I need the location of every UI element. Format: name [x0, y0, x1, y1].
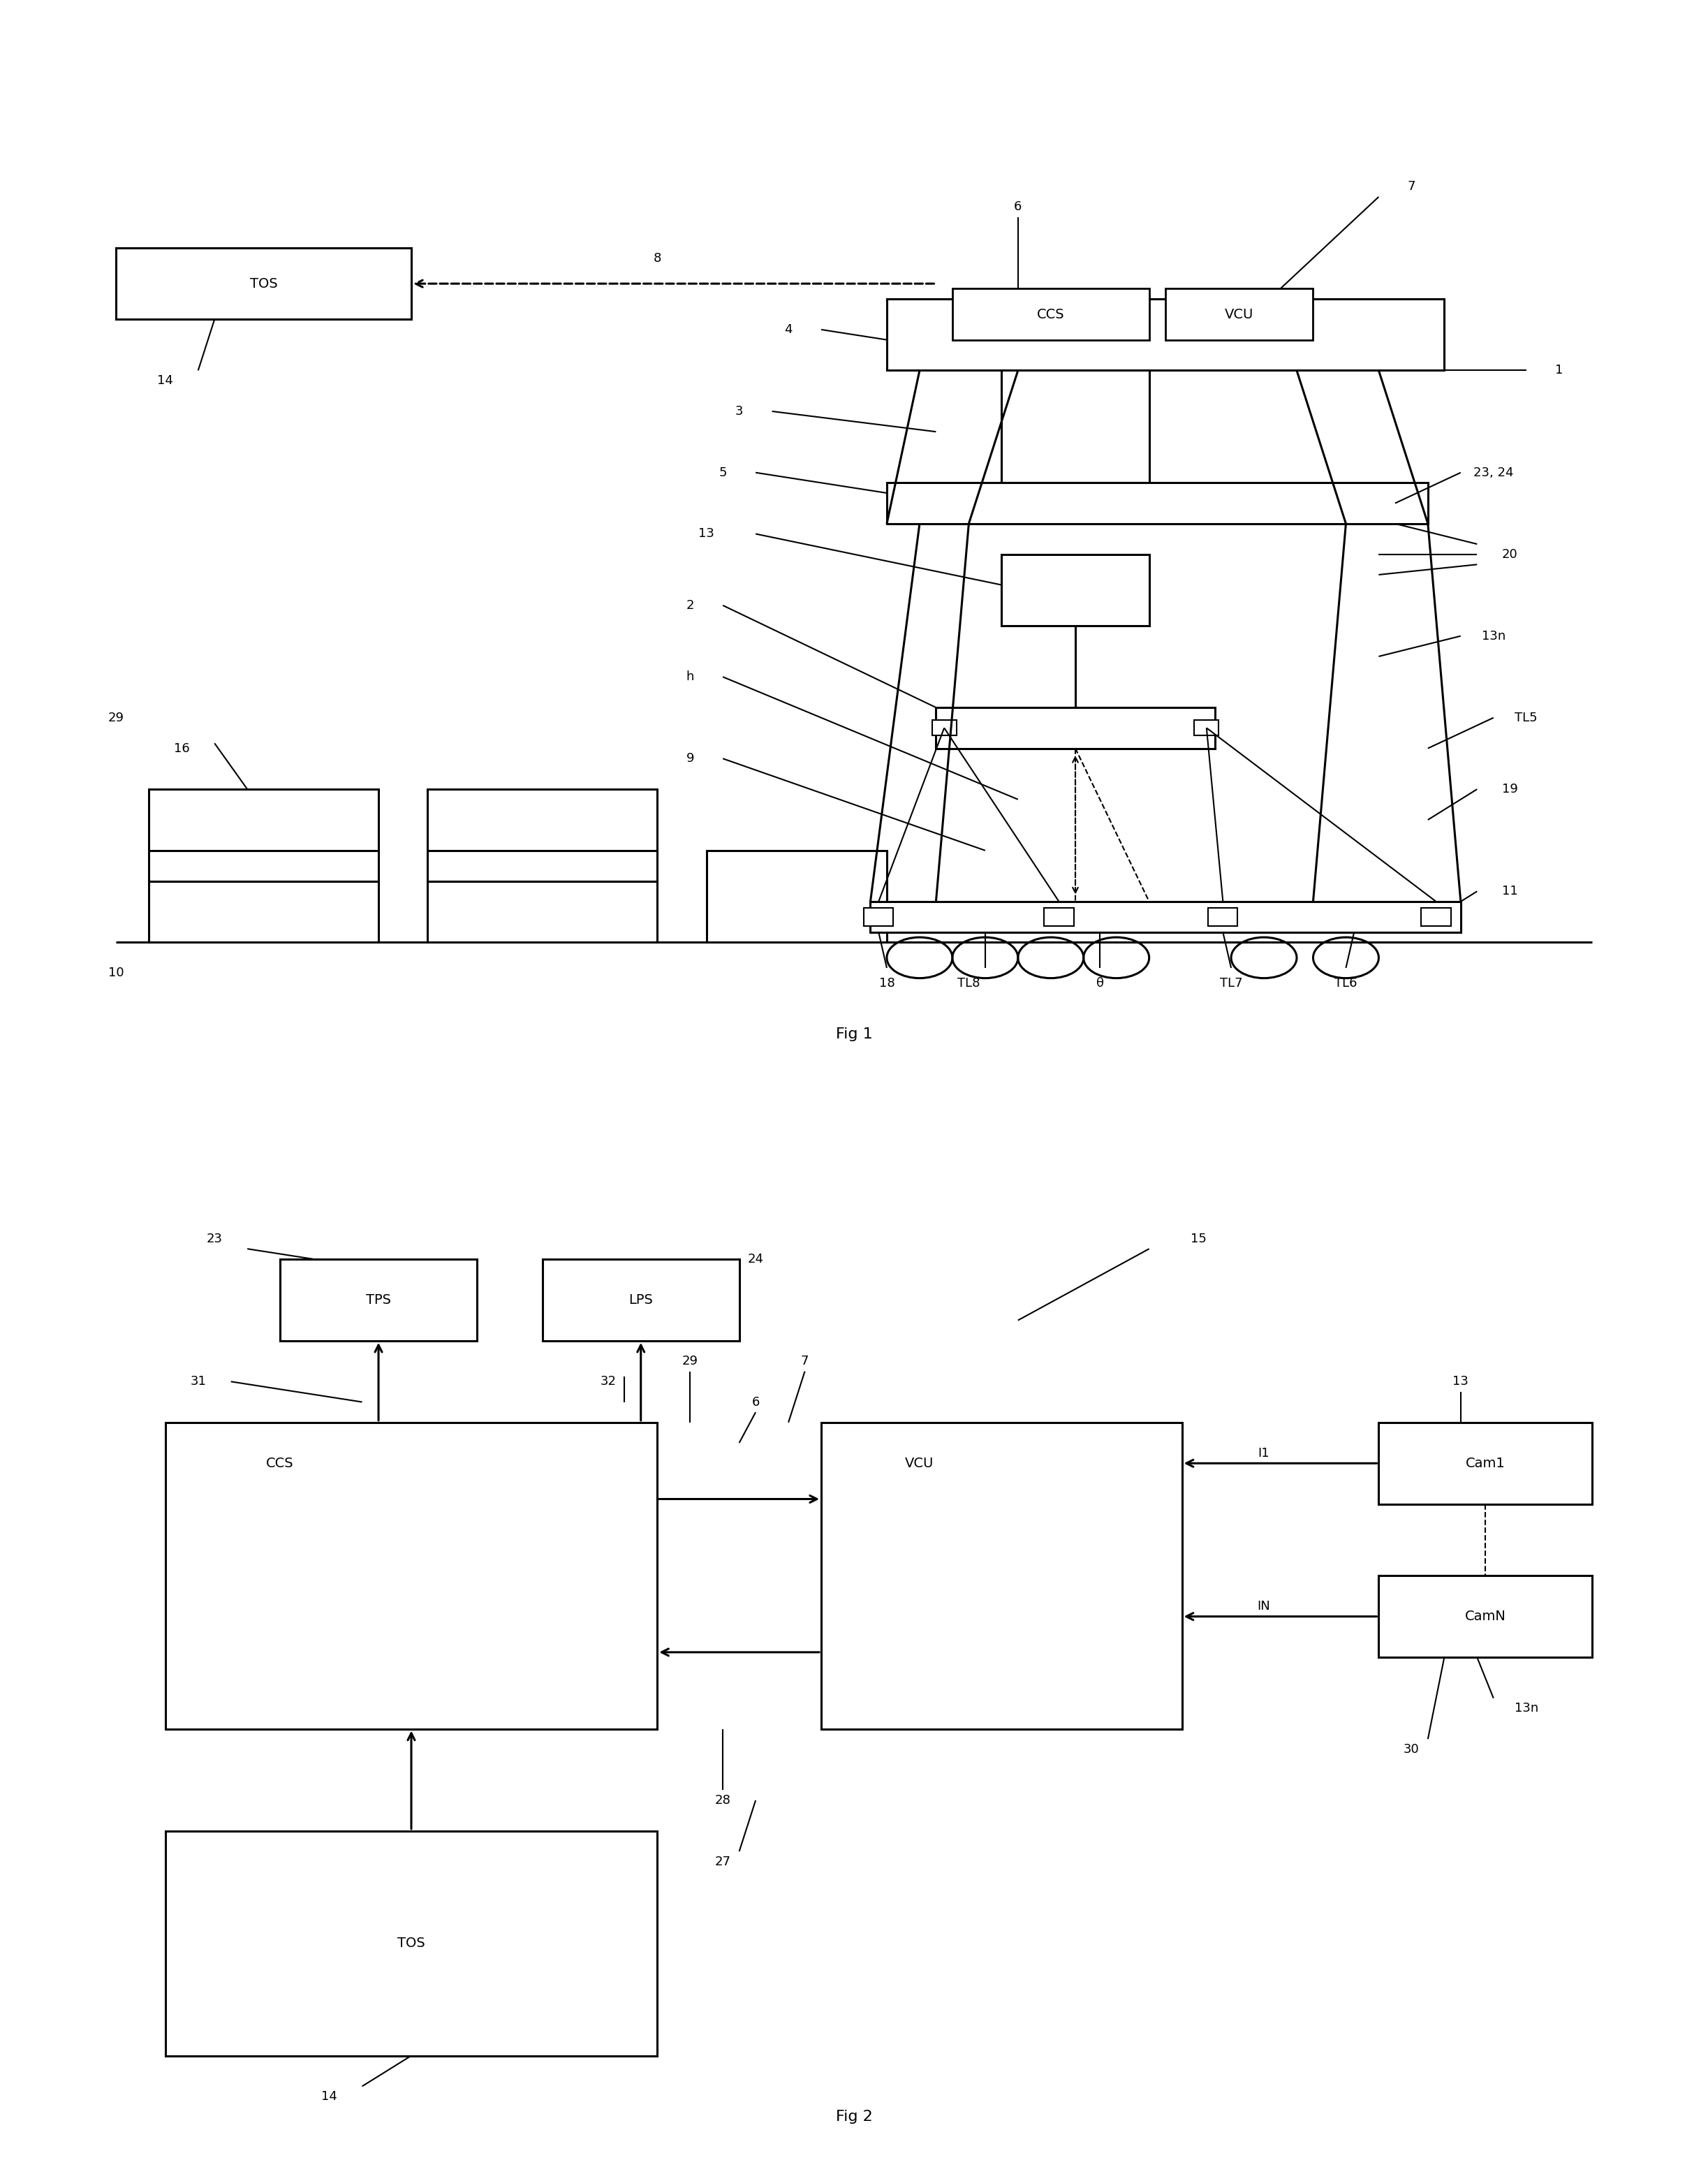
Text: 3: 3 [734, 406, 743, 417]
Text: Fig 2: Fig 2 [835, 2109, 873, 2124]
Text: 15: 15 [1190, 1232, 1206, 1245]
Bar [864, 907, 893, 927]
Text: 16: 16 [174, 742, 190, 755]
Bar [427, 881, 658, 942]
Text: 18: 18 [880, 977, 895, 990]
Text: 14: 14 [321, 2089, 336, 2102]
Text: IN: IN [1257, 1601, 1271, 1612]
Text: 7: 7 [801, 1354, 810, 1367]
Bar [1001, 554, 1149, 626]
Text: TPS: TPS [366, 1293, 391, 1306]
Text: Cam1: Cam1 [1465, 1457, 1505, 1470]
Bar [1165, 288, 1313, 340]
Text: 2: 2 [687, 600, 693, 611]
Text: 13n: 13n [1515, 1701, 1539, 1714]
Text: 19: 19 [1501, 783, 1518, 796]
Text: 23, 24: 23, 24 [1474, 467, 1513, 480]
Text: LPS: LPS [629, 1293, 652, 1306]
Text: 32: 32 [600, 1376, 617, 1387]
Text: 6: 6 [752, 1396, 760, 1409]
Text: 29: 29 [108, 711, 125, 724]
Text: 31: 31 [190, 1376, 207, 1387]
Text: 11: 11 [1501, 885, 1518, 899]
Bar [707, 851, 886, 942]
Text: 23: 23 [207, 1232, 222, 1245]
Bar [936, 707, 1214, 748]
Text: 13: 13 [699, 528, 714, 541]
Bar [871, 901, 1460, 931]
Text: 13n: 13n [1481, 630, 1505, 641]
Bar [953, 288, 1149, 340]
Text: 13: 13 [1454, 1376, 1469, 1387]
Text: 1: 1 [1554, 364, 1563, 377]
Bar [886, 482, 1428, 523]
Text: 14: 14 [157, 375, 173, 386]
Bar [1421, 907, 1450, 927]
Text: 9: 9 [687, 752, 693, 766]
Text: TL5: TL5 [1515, 711, 1537, 724]
Bar [149, 790, 379, 881]
Bar [427, 790, 658, 881]
Text: VCU: VCU [1225, 308, 1254, 321]
Text: CamN: CamN [1465, 1610, 1506, 1623]
Bar [149, 881, 379, 942]
Text: I1: I1 [1259, 1446, 1269, 1459]
Text: 10: 10 [108, 966, 125, 979]
Bar [1378, 1575, 1592, 1658]
Text: θ: θ [1097, 977, 1103, 990]
Text: Fig 1: Fig 1 [835, 1027, 873, 1040]
Bar [1001, 371, 1149, 482]
Text: 7: 7 [1407, 181, 1416, 192]
Text: TL7: TL7 [1220, 977, 1242, 990]
Bar [1208, 907, 1238, 927]
Text: TL8: TL8 [958, 977, 980, 990]
Bar [1044, 907, 1074, 927]
Text: CCS: CCS [1037, 308, 1064, 321]
Text: 4: 4 [784, 323, 793, 336]
Text: 20: 20 [1501, 547, 1518, 561]
Text: 8: 8 [652, 251, 661, 264]
Text: TL6: TL6 [1334, 977, 1358, 990]
Text: VCU: VCU [905, 1457, 934, 1470]
Text: 6: 6 [1015, 201, 1021, 214]
Bar [1378, 1422, 1592, 1505]
Text: CCS: CCS [266, 1457, 294, 1470]
Bar [543, 1258, 740, 1341]
Bar [886, 299, 1445, 371]
Bar [166, 1422, 658, 1730]
Bar [166, 1832, 658, 2057]
Text: TOS: TOS [398, 1937, 425, 1950]
Text: h: h [687, 670, 693, 683]
Text: 24: 24 [748, 1252, 763, 1265]
Text: 28: 28 [716, 1795, 731, 1806]
Bar [933, 720, 956, 735]
Text: TOS: TOS [249, 277, 278, 290]
Bar [822, 1422, 1182, 1730]
Bar [116, 249, 412, 318]
Text: 5: 5 [719, 467, 728, 480]
Bar [280, 1258, 477, 1341]
Text: 29: 29 [681, 1354, 699, 1367]
Text: 30: 30 [1404, 1743, 1419, 1756]
Bar [1194, 720, 1220, 735]
Text: 27: 27 [714, 1856, 731, 1867]
